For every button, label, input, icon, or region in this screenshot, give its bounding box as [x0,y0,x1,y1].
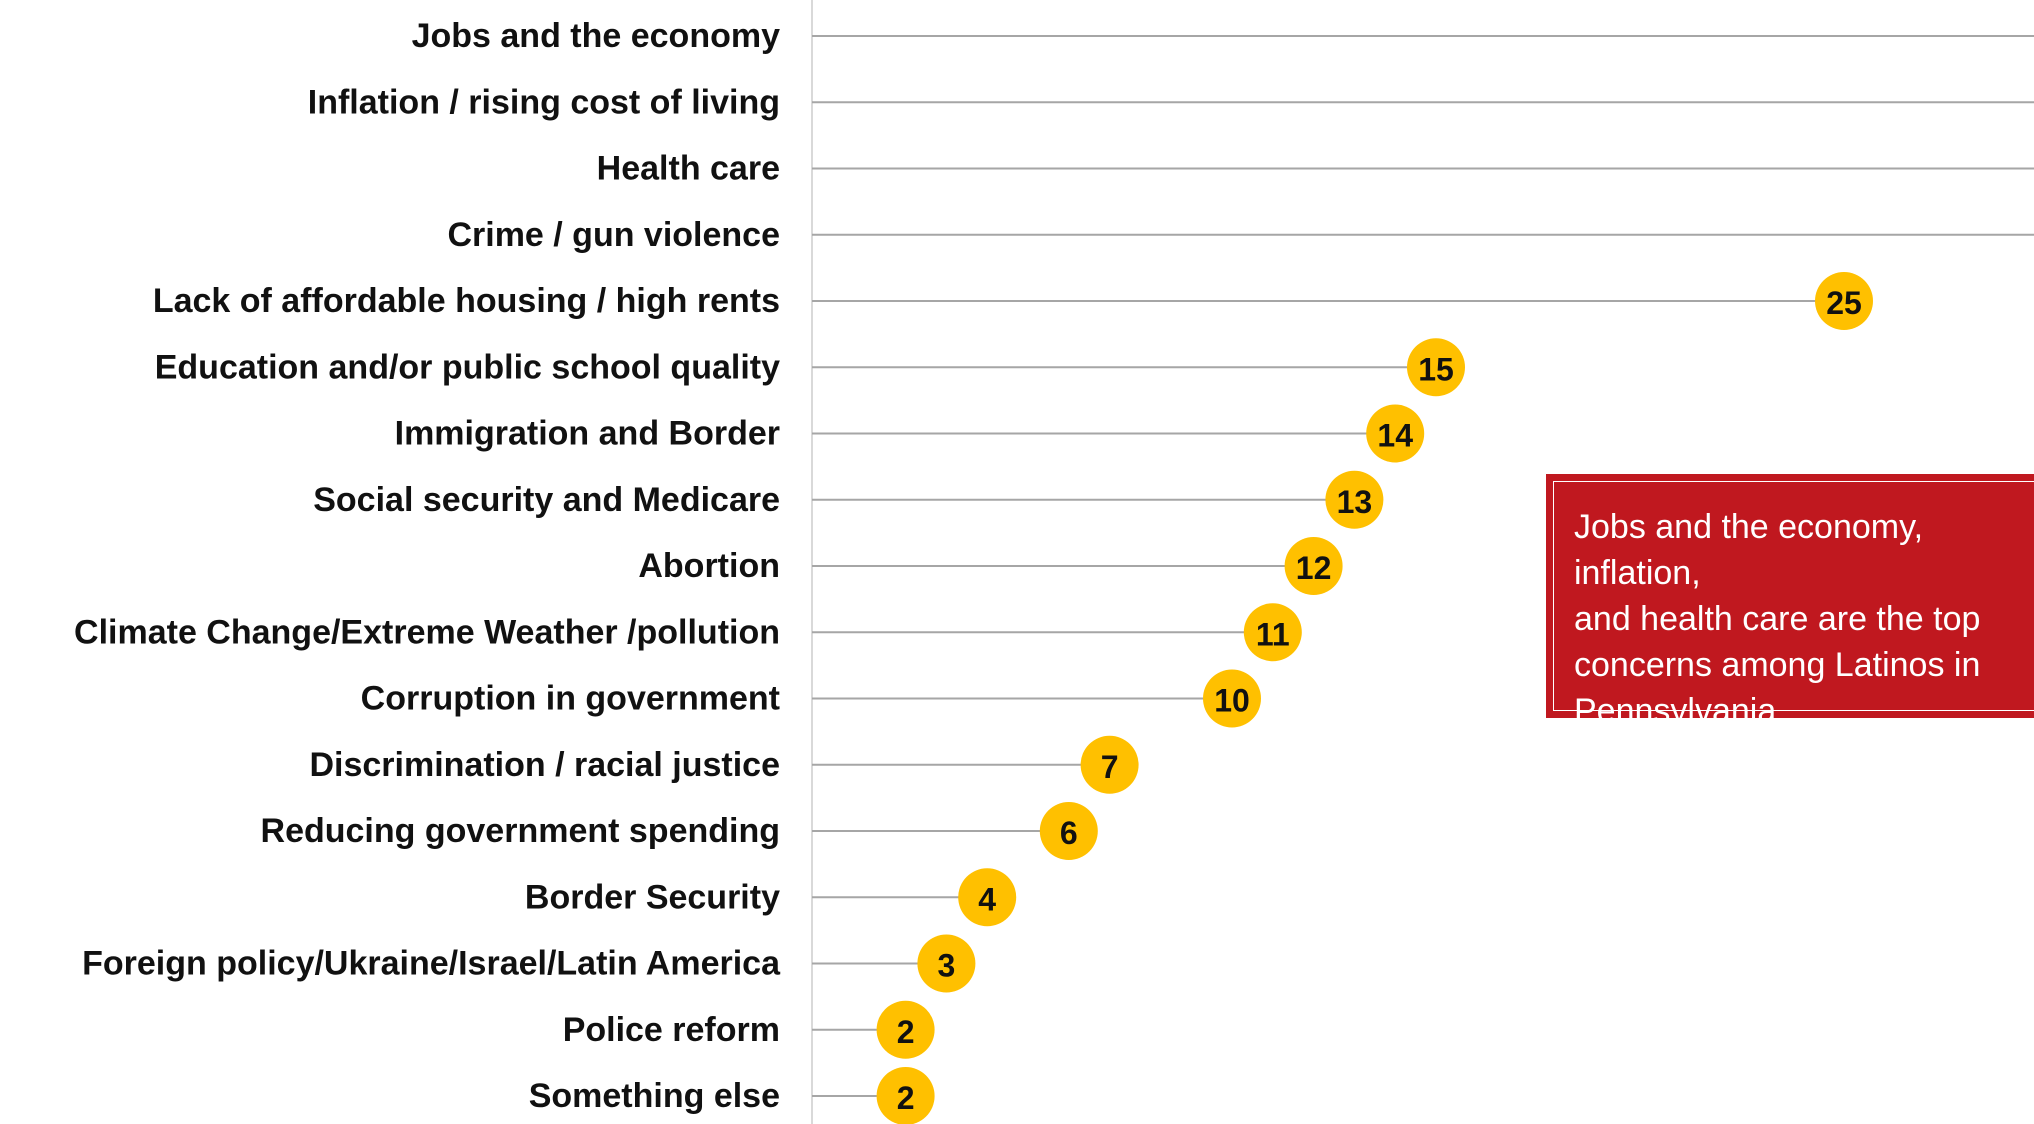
lollipop-marker [958,868,1017,927]
value-label: 2 [897,1014,915,1050]
value-label: 4 [978,881,996,917]
category-label: Education and/or public school quality [155,348,780,386]
value-label: 25 [1826,285,1862,321]
category-label: Border Security [525,878,780,916]
value-label: 13 [1337,484,1373,520]
lollipop-marker [1407,338,1465,397]
lollipop-marker [1325,470,1384,529]
lollipop-marker [1203,669,1261,728]
lollipop-marker [1366,404,1425,463]
lollipop-marker [1284,537,1343,595]
lollipop-marker [1815,272,1873,330]
category-label: Police reform [563,1011,780,1049]
value-label: 6 [1060,815,1078,851]
value-label: 2 [897,1080,915,1116]
lollipop-marker [876,1000,935,1059]
value-label: 3 [938,948,956,984]
category-label: Climate Change/Extreme Weather /pollutio… [74,613,780,651]
category-label: Abortion [638,547,780,585]
chart-rows: Jobs and the economy49Inflation / rising… [74,17,2034,1124]
category-label: Reducing government spending [261,812,780,850]
value-label: 14 [1377,418,1413,454]
category-label: Lack of affordable housing / high rents [153,282,780,320]
lollipop-marker [1039,802,1098,860]
category-label: Crime / gun violence [447,216,780,254]
value-label: 11 [1256,616,1290,652]
lollipop-marker [1080,735,1139,794]
value-label: 7 [1101,749,1119,785]
category-label: Inflation / rising cost of living [308,83,780,121]
lollipop-marker [1243,603,1302,662]
category-label: Jobs and the economy [412,17,780,55]
category-label: Foreign policy/Ukraine/Israel/Latin Amer… [82,945,781,983]
callout-annotation: Jobs and the economy, inflation, and hea… [1546,474,2034,730]
category-label: Something else [529,1077,780,1115]
lollipop-marker [876,1067,935,1124]
category-label: Health care [597,150,780,188]
lollipop-marker [917,934,976,993]
value-label: 12 [1296,550,1332,586]
category-label: Discrimination / racial justice [309,746,780,784]
category-label: Corruption in government [361,680,780,718]
category-label: Immigration and Border [395,415,780,453]
value-label: 10 [1214,683,1250,719]
value-label: 15 [1418,351,1454,387]
category-label: Social security and Medicare [313,481,780,519]
